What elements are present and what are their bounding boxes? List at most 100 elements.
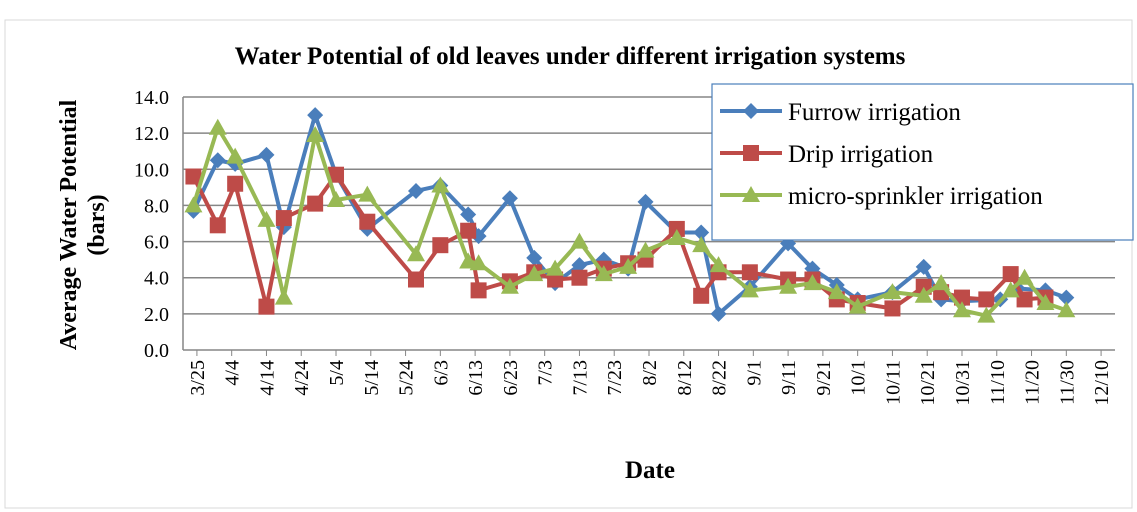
- y-axis-title: Average Water Potential (bars): [56, 99, 110, 350]
- data-point: [1057, 301, 1076, 318]
- data-point: [978, 291, 995, 308]
- x-tick-label: 5/14: [361, 360, 383, 396]
- data-point: [827, 283, 846, 300]
- legend-label: Drip irrigation: [788, 141, 934, 168]
- data-point: [208, 118, 227, 135]
- x-tick-label: 11/30: [1056, 360, 1078, 405]
- data-point: [570, 232, 589, 249]
- data-point: [469, 254, 488, 271]
- data-point: [407, 245, 425, 262]
- data-point: [432, 237, 449, 254]
- legend-box: [711, 83, 1134, 241]
- data-point: [500, 277, 519, 294]
- data-point: [710, 305, 727, 322]
- x-tick-label: 12/10: [1091, 360, 1113, 406]
- x-tick-label: 4/4: [222, 360, 244, 386]
- data-point: [1016, 291, 1033, 308]
- data-point: [358, 185, 377, 202]
- data-point: [306, 125, 325, 142]
- x-tick-label: 11/10: [987, 360, 1009, 405]
- x-tick-label: 3/25: [187, 360, 209, 396]
- data-point: [470, 282, 487, 299]
- data-point: [692, 236, 711, 253]
- y-tick-label: 0.0: [144, 340, 169, 362]
- x-tick-label: 11/20: [1022, 360, 1044, 405]
- data-point: [431, 176, 450, 193]
- legend-marker: [743, 145, 759, 161]
- data-point: [1002, 266, 1019, 283]
- x-tick-label: 10/21: [917, 360, 939, 406]
- data-point: [1036, 294, 1055, 311]
- data-point: [571, 269, 588, 286]
- data-point: [185, 168, 202, 185]
- data-point: [501, 190, 518, 207]
- data-point: [637, 193, 654, 210]
- legend-marker: [742, 186, 760, 202]
- data-point: [1001, 281, 1020, 298]
- x-tick-label: 5/4: [326, 360, 348, 386]
- data-point: [258, 298, 275, 315]
- data-point: [883, 283, 902, 300]
- data-point: [459, 252, 478, 269]
- data-point: [594, 265, 613, 282]
- data-point: [307, 195, 324, 212]
- y-axis-title-line: Average Water Potential: [56, 99, 82, 350]
- x-tick-label: 9/21: [813, 360, 835, 396]
- x-tick-label: 8/2: [639, 360, 661, 386]
- x-tick-label: 6/3: [430, 360, 452, 386]
- data-point: [307, 107, 324, 124]
- data-point: [952, 301, 971, 318]
- data-point: [257, 210, 276, 227]
- legend-label: Furrow irrigation: [788, 99, 961, 126]
- y-tick-label: 6.0: [144, 232, 169, 254]
- data-point: [741, 264, 758, 281]
- x-tick-label: 6/13: [465, 360, 487, 396]
- data-point: [408, 182, 424, 199]
- data-point: [226, 147, 245, 164]
- x-tick-label: 4/14: [256, 360, 278, 396]
- data-point: [328, 166, 345, 183]
- data-point: [526, 249, 543, 266]
- data-point: [636, 241, 655, 258]
- data-point: [914, 286, 933, 303]
- x-tick-label: 9/11: [778, 360, 800, 395]
- x-tick-label: 10/11: [882, 360, 904, 405]
- x-tick-label: 7/23: [604, 360, 626, 396]
- x-tick-label: 7/3: [535, 360, 557, 386]
- x-tick-label: 10/1: [848, 360, 870, 396]
- data-point: [667, 228, 686, 245]
- data-point: [668, 220, 685, 237]
- data-point: [884, 300, 901, 317]
- data-point: [359, 213, 376, 230]
- data-point: [779, 277, 798, 294]
- data-point: [546, 259, 565, 276]
- data-point: [1015, 268, 1034, 285]
- data-point: [184, 196, 203, 213]
- data-point: [209, 217, 226, 234]
- data-point: [740, 281, 759, 298]
- data-point: [977, 306, 996, 323]
- data-point: [848, 297, 867, 314]
- data-point: [275, 210, 292, 227]
- data-point: [227, 175, 244, 192]
- data-point: [1058, 289, 1075, 306]
- y-axis-title-line: (bars): [84, 194, 110, 255]
- data-point: [571, 257, 588, 274]
- x-tick-label: 5/24: [396, 360, 418, 396]
- x-tick-label: 10/31: [952, 360, 974, 406]
- y-tick-label: 14.0: [134, 87, 169, 109]
- data-point: [525, 265, 544, 282]
- data-point: [408, 271, 424, 288]
- legend-label: micro-sprinkler irrigation: [788, 183, 1043, 210]
- data-point: [953, 289, 970, 306]
- data-point: [274, 288, 293, 305]
- x-axis-title: Date: [625, 457, 675, 484]
- x-tick-label: 7/13: [569, 360, 591, 396]
- data-point: [460, 222, 477, 239]
- chart-title: Water Potential of old leaves under diff…: [235, 43, 906, 70]
- data-point: [209, 152, 226, 169]
- data-point: [619, 257, 638, 274]
- x-tick-label: 8/12: [674, 360, 696, 396]
- data-point: [803, 274, 822, 291]
